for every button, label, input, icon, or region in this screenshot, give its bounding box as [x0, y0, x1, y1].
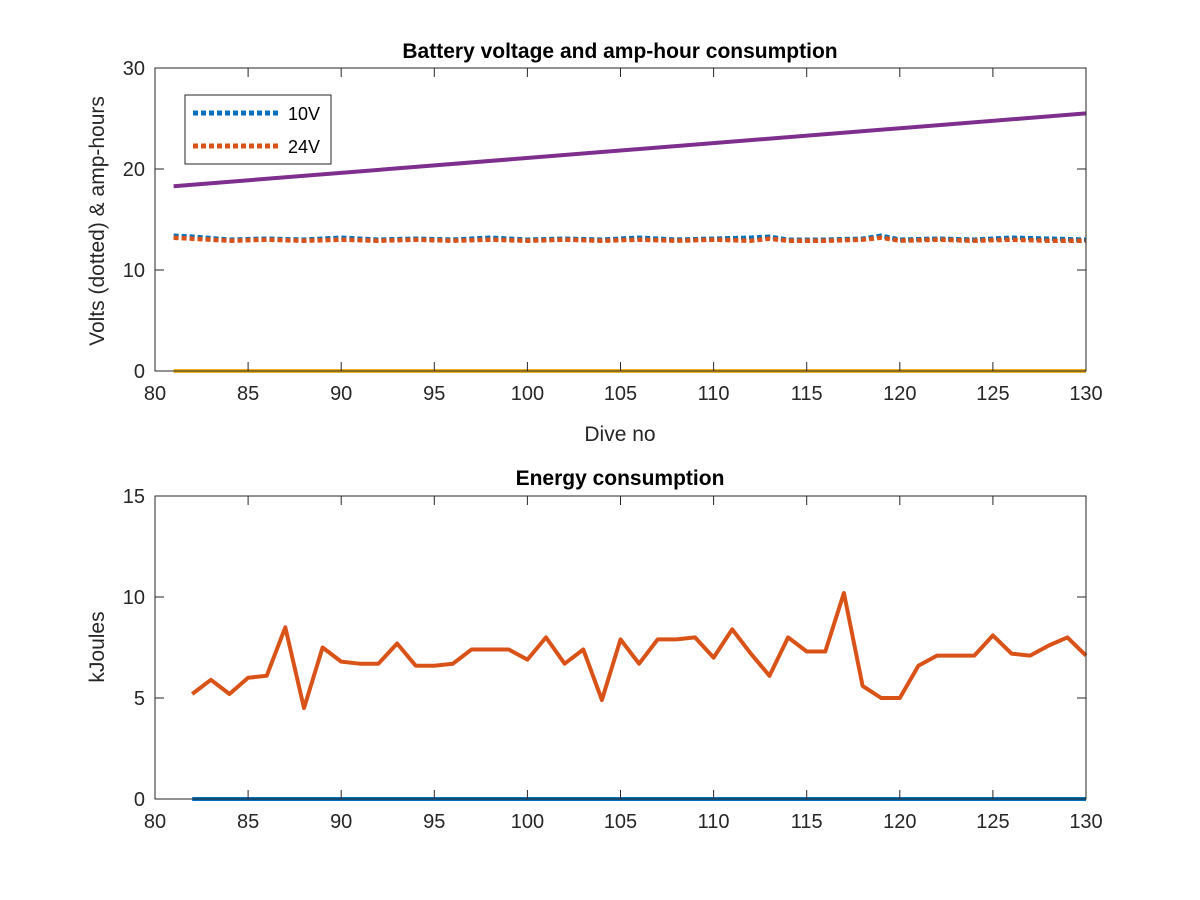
y-tick-label: 30 — [123, 58, 145, 80]
x-tick-label: 80 — [144, 811, 166, 833]
y-tick-label: 20 — [123, 159, 145, 181]
plot-area — [155, 496, 1086, 799]
axes: 80 85 90 95 100 105 110 115 120 125 130 0 5 10 15 — [123, 486, 1103, 833]
y-tick-label: 10 — [123, 260, 145, 282]
x-tick-label: 110 — [698, 811, 730, 833]
x-tick-label: 95 — [423, 811, 445, 833]
y-tick-label: 15 — [123, 486, 145, 508]
legend-label-24v: 24V — [288, 137, 320, 157]
x-tick-label: 125 — [976, 383, 1009, 405]
x-tick-label: 110 — [698, 383, 730, 405]
y-axis-label: Volts (dotted) & amp-hours — [86, 96, 109, 346]
x-tick-label: 115 — [791, 811, 823, 833]
x-tick-label: 100 — [511, 383, 544, 405]
y-tick-label: 0 — [134, 361, 145, 383]
y-tick-label: 5 — [134, 688, 145, 710]
legend: 10V 24V — [184, 94, 332, 165]
y-axis-label: kJoules — [86, 611, 109, 682]
x-axis-label: Dive no — [584, 423, 655, 446]
x-tick-label: 105 — [604, 811, 637, 833]
legend-label-10v: 10V — [288, 104, 320, 124]
x-tick-label: 130 — [1069, 383, 1102, 405]
x-tick-label: 120 — [883, 383, 916, 405]
y-tick-label: 0 — [134, 789, 145, 811]
x-tick-label: 90 — [330, 811, 352, 833]
y-tick-label: 10 — [123, 587, 145, 609]
series-line-3 — [173, 111, 1087, 189]
x-tick-label: 130 — [1069, 811, 1102, 833]
x-tick-label: 85 — [237, 811, 259, 833]
series-line-1 — [190, 591, 1088, 711]
x-tick-label: 90 — [330, 383, 352, 405]
x-tick-label: 100 — [511, 811, 544, 833]
chart-title: Energy consumption — [516, 467, 725, 490]
chart-title: Battery voltage and amp-hour consumption — [402, 40, 837, 63]
axes: 80 85 90 95 100 105 110 115 120 125 130 0 10 20 30 — [123, 58, 1103, 405]
series-line-24v — [173, 235, 1086, 243]
x-tick-label: 120 — [883, 811, 916, 833]
legend-box — [184, 94, 332, 165]
x-tick-label: 105 — [604, 383, 637, 405]
plot-background — [155, 496, 1086, 799]
x-tick-label: 95 — [423, 383, 445, 405]
x-tick-label: 125 — [976, 811, 1009, 833]
x-tick-label: 85 — [237, 383, 259, 405]
x-tick-label: 80 — [144, 383, 166, 405]
chart-energy: 80 85 90 95 100 105 110 115 120 125 130 0 5 10 15 Ener… — [86, 467, 1103, 833]
chart-battery: 80 85 90 95 100 105 110 115 120 125 130 0 10 20 30 Bat… — [86, 40, 1103, 446]
x-tick-label: 115 — [791, 383, 823, 405]
